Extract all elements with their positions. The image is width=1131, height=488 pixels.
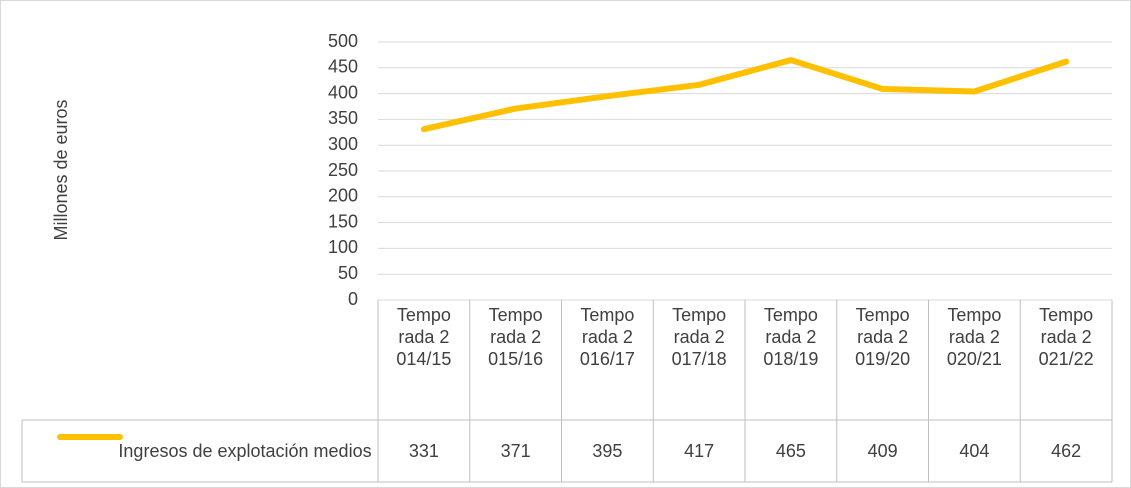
table-value: 462 <box>1051 440 1082 461</box>
y-tick-label: 150 <box>328 211 358 231</box>
table-value: 395 <box>592 440 623 461</box>
y-tick-label: 50 <box>338 263 358 283</box>
category-text: Temporada 2018/19 <box>763 305 819 369</box>
x-tick-label: Temporada 2015/16 <box>470 300 562 420</box>
y-tick-label: 250 <box>328 160 358 180</box>
table-value: 404 <box>959 440 990 461</box>
category-text: Temporada 2020/21 <box>946 305 1002 369</box>
category-text: Temporada 2019/20 <box>855 305 911 369</box>
x-tick-label: Temporada 2019/20 <box>837 300 929 420</box>
y-tick-label: 200 <box>328 186 358 206</box>
x-tick-label: Temporada 2017/18 <box>653 300 745 420</box>
table-value: 331 <box>408 440 439 461</box>
table-value: 371 <box>500 440 531 461</box>
x-tick-label: Temporada 2016/17 <box>562 300 654 420</box>
y-tick-label: 100 <box>328 237 358 257</box>
category-text: Temporada 2015/16 <box>488 305 544 369</box>
category-text: Temporada 2021/22 <box>1038 305 1094 369</box>
category-text: Temporada 2017/18 <box>671 305 727 369</box>
x-tick-label: Temporada 2018/19 <box>745 300 837 420</box>
y-tick-label: 0 <box>348 289 358 309</box>
y-tick-label: 450 <box>328 57 358 77</box>
y-tick-label: 350 <box>328 108 358 128</box>
x-tick-label: Temporada 2021/22 <box>1020 300 1112 420</box>
legend-entry: Ingresos de explotación medios <box>118 441 372 461</box>
y-tick-label: 500 <box>328 31 358 51</box>
table-value: 409 <box>867 440 898 461</box>
x-tick-label: Temporada 2020/21 <box>929 300 1021 420</box>
table-value: 417 <box>684 440 715 461</box>
line-series <box>420 57 1070 133</box>
category-text: Temporada 2016/17 <box>579 305 635 369</box>
x-tick-label: Temporada 2014/15 <box>378 300 470 420</box>
y-tick-label: 400 <box>328 82 358 102</box>
y-tick-label: 300 <box>328 134 358 154</box>
table-value: 465 <box>775 440 806 461</box>
y-axis-label: Millones de euros <box>51 99 71 240</box>
category-text: Temporada 2014/15 <box>396 305 452 369</box>
